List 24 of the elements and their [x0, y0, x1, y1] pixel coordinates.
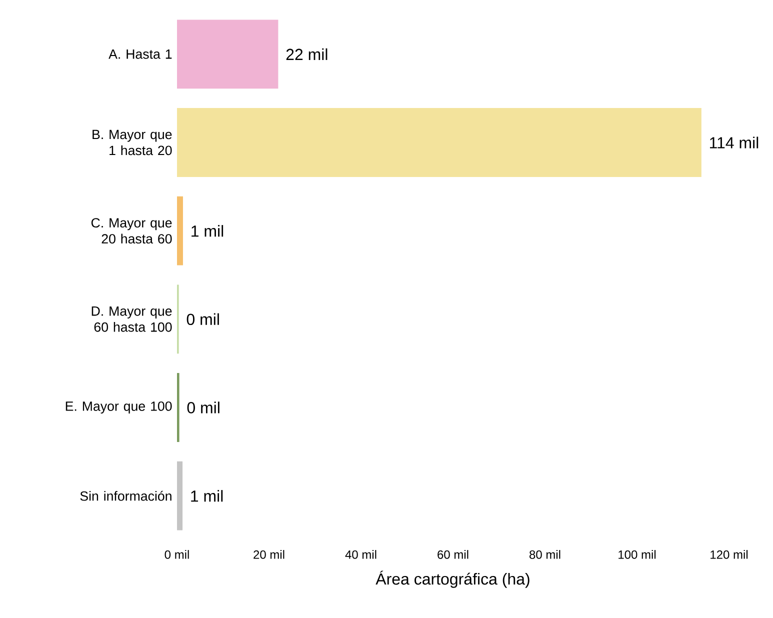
x-axis-title: Área cartográfica (ha) [376, 570, 530, 588]
bar [177, 20, 278, 89]
y-tick-label: D. Mayor que 60 hasta 100 [92, 306, 172, 332]
bar [177, 196, 183, 266]
data-label: 0 mil [187, 402, 220, 414]
x-tick-label: 120 mil [710, 550, 748, 559]
x-tick-label: 40 mil [345, 550, 376, 559]
x-tick-label: 100 mil [618, 550, 656, 559]
data-label: 1 mil [191, 490, 223, 502]
x-tick-label: 20 mil [254, 550, 284, 559]
x-tick-label: 0 mil [164, 550, 189, 559]
y-tick-label: A. Hasta 1 [108, 50, 172, 59]
data-label: 22 mil [286, 48, 328, 60]
data-label: 1 mil [192, 225, 224, 237]
data-label: 114 mil [710, 136, 758, 148]
data-label: 0 mil [186, 313, 219, 326]
y-tick-label: C. Mayor que 20 hasta 60 [91, 218, 172, 244]
bar [177, 461, 183, 530]
bar [177, 108, 702, 177]
y-tick-label: Sin información [80, 490, 172, 501]
y-tick-label: B. Mayor que 1 hasta 20 [92, 130, 172, 156]
y-tick-label: E. Mayor que 100 [66, 401, 172, 414]
x-tick-label: 60 mil [438, 550, 468, 559]
x-tick-label: 80 mil [530, 550, 560, 559]
